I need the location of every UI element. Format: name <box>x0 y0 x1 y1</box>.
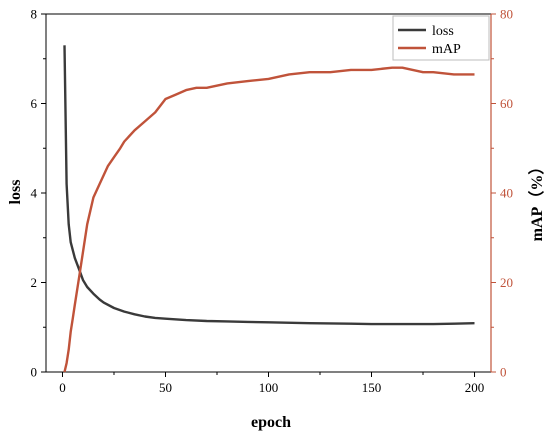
series-lines <box>65 45 475 372</box>
map-series-line <box>65 68 475 372</box>
right-tick-label: 20 <box>500 275 513 290</box>
right-axis-title: mAP（%） <box>528 159 546 242</box>
loss-series-line <box>65 45 475 324</box>
left-tick-label: 6 <box>31 96 38 111</box>
x-tick-label: 200 <box>465 380 485 395</box>
legend-label-map: mAP <box>432 42 461 57</box>
left-tick-label: 2 <box>31 275 38 290</box>
x-tick-label: 150 <box>362 380 382 395</box>
x-tick-label: 0 <box>59 380 66 395</box>
legend-label-loss: loss <box>432 24 454 39</box>
left-tick-label: 8 <box>31 7 38 22</box>
right-tick-label: 60 <box>500 96 513 111</box>
left-axis-title: loss <box>7 180 24 205</box>
legend: loss mAP <box>393 16 489 60</box>
left-tick-label: 0 <box>31 365 38 380</box>
right-tick-label: 0 <box>500 365 507 380</box>
x-tick-label: 50 <box>159 380 172 395</box>
right-tick-label: 40 <box>500 186 513 201</box>
x-tick-label: 100 <box>259 380 279 395</box>
left-tick-label: 4 <box>31 186 38 201</box>
x-axis-title: epoch <box>251 414 291 431</box>
plot-frame <box>46 14 491 372</box>
right-tick-label: 80 <box>500 7 513 22</box>
